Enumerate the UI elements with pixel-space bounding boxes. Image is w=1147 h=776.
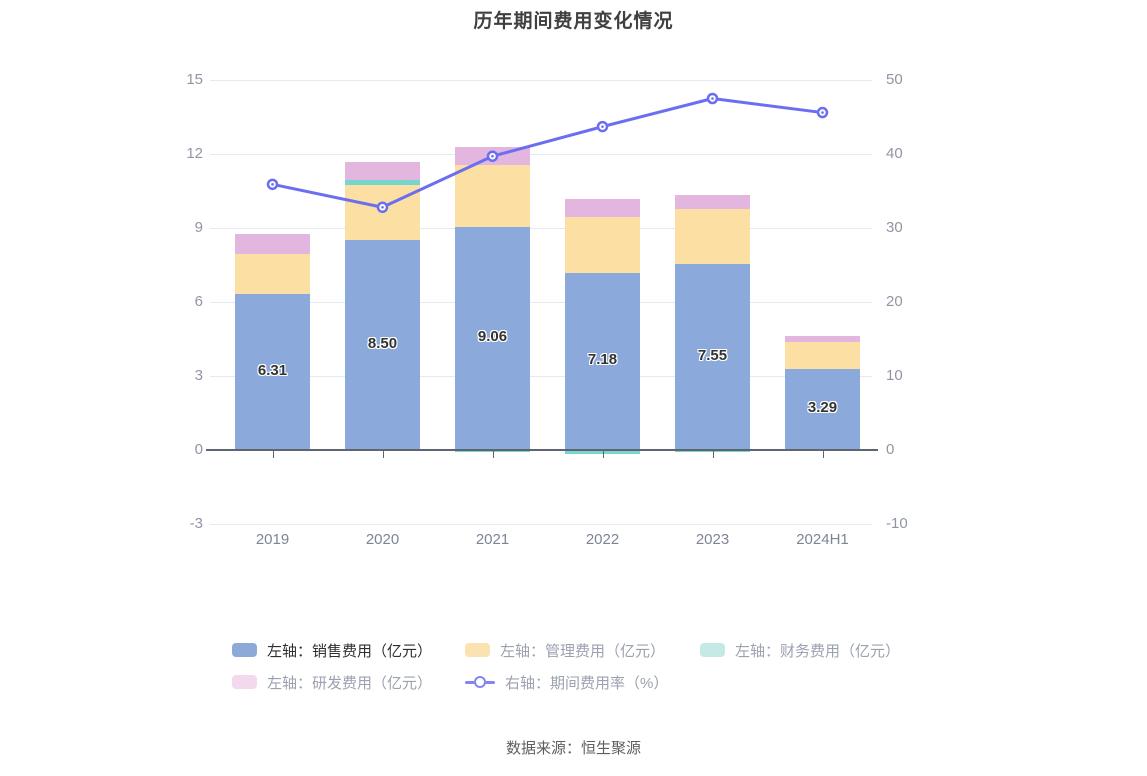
bar-segment[interactable] <box>785 368 860 450</box>
y-axis-label-right: 20 <box>886 293 903 310</box>
legend-swatch-rd-expense <box>232 675 257 689</box>
gridline <box>210 154 872 155</box>
line-point-marker[interactable] <box>266 178 279 191</box>
x-axis-tick <box>492 450 494 458</box>
bar-segment[interactable] <box>345 161 420 180</box>
bar-segment[interactable] <box>675 263 750 450</box>
gridline <box>210 302 872 303</box>
bar-segment[interactable] <box>675 209 750 264</box>
bar-value-label: 9.06 <box>477 328 508 346</box>
x-axis-line <box>206 449 878 451</box>
legend-swatch-financial-expense <box>700 643 725 657</box>
bar-segment[interactable] <box>235 294 310 450</box>
x-axis-label: 2023 <box>695 531 730 548</box>
legend-swatch-admin-expense <box>465 643 490 657</box>
bar-value-label: 7.18 <box>587 351 618 369</box>
bar-value-label: 6.31 <box>257 362 288 380</box>
y-axis-label-left: 9 <box>194 219 203 236</box>
chart-title: 历年期间费用变化情况 <box>473 11 674 32</box>
y-axis-label-left: -3 <box>189 515 203 532</box>
bar-segment[interactable] <box>785 342 860 369</box>
bar-segment[interactable] <box>455 164 530 227</box>
x-axis-tick <box>272 450 274 458</box>
x-axis-label: 2021 <box>475 531 510 548</box>
y-axis-label-right: 10 <box>886 367 903 384</box>
gridline <box>210 228 872 229</box>
line-point-marker[interactable] <box>706 92 719 105</box>
x-axis-tick <box>382 450 384 458</box>
y-axis-label-left: 6 <box>194 293 203 310</box>
x-axis-label: 2020 <box>365 531 400 548</box>
bar-value-label: 3.29 <box>807 399 838 417</box>
gridline <box>210 376 872 377</box>
legend-item-expense-ratio[interactable]: 右轴：期间费用率（%） <box>465 673 669 692</box>
y-axis-label-right: 30 <box>886 219 903 236</box>
legend-swatch-sales-expense <box>232 643 257 657</box>
x-axis-label: 2019 <box>255 531 290 548</box>
y-axis-label-left: 0 <box>194 441 203 458</box>
line-point-marker[interactable] <box>596 120 609 133</box>
line-point-center-dot <box>821 111 824 114</box>
bar-segment[interactable] <box>345 184 420 241</box>
line-point-marker[interactable] <box>816 106 829 119</box>
data-source: 数据来源：恒生聚源 <box>505 740 641 757</box>
bar-segment[interactable] <box>675 195 750 210</box>
legend-item-sales-expense[interactable]: 左轴：销售费用（亿元） <box>232 641 433 660</box>
bar-segment[interactable] <box>785 335 860 343</box>
y-axis-label-left: 3 <box>194 367 203 384</box>
gridline <box>210 80 872 81</box>
bar-segment[interactable] <box>235 234 310 255</box>
y-axis-label-right: -10 <box>886 515 908 532</box>
legend-label-admin-expense: 左轴：管理费用（亿元） <box>500 642 666 660</box>
y-axis-label-right: 40 <box>886 145 903 162</box>
x-axis-label: 2022 <box>585 531 620 548</box>
y-axis-label-left: 12 <box>186 145 203 162</box>
line-point-center-dot <box>601 125 604 128</box>
y-axis-label-left: 15 <box>186 71 203 88</box>
x-axis-tick <box>712 450 714 458</box>
legend-item-admin-expense[interactable]: 左轴：管理费用（亿元） <box>465 641 666 660</box>
x-axis-tick <box>602 450 604 458</box>
legend-item-rd-expense[interactable]: 左轴：研发费用（亿元） <box>232 673 433 692</box>
bar-segment[interactable] <box>565 198 640 218</box>
legend-label-expense-ratio: 右轴：期间费用率（%） <box>505 674 669 692</box>
bar-segment[interactable] <box>345 240 420 450</box>
bar-value-label: 8.50 <box>367 335 398 353</box>
gridline <box>210 524 872 525</box>
y-axis-label-right: 0 <box>886 441 895 458</box>
legend-label-sales-expense: 左轴：销售费用（亿元） <box>267 642 433 660</box>
line-point-center-dot <box>271 183 274 186</box>
bar-segment[interactable] <box>565 217 640 273</box>
legend-item-financial-expense[interactable]: 左轴：财务费用（亿元） <box>700 641 901 660</box>
bar-segment[interactable] <box>455 226 530 450</box>
y-axis-label-right: 50 <box>886 71 903 88</box>
bar-segment[interactable] <box>565 272 640 450</box>
line-point-center-dot <box>711 97 714 100</box>
legend-line-circle-icon <box>465 675 495 689</box>
legend-label-rd-expense: 左轴：研发费用（亿元） <box>267 674 433 692</box>
x-axis-label: 2024H1 <box>796 531 849 548</box>
legend-label-financial-expense: 左轴：财务费用（亿元） <box>735 642 901 660</box>
bar-value-label: 7.55 <box>697 346 728 364</box>
x-axis-tick <box>822 450 824 458</box>
bar-segment[interactable] <box>455 147 530 165</box>
bar-segment[interactable] <box>235 254 310 295</box>
bar-segment[interactable] <box>345 179 420 185</box>
